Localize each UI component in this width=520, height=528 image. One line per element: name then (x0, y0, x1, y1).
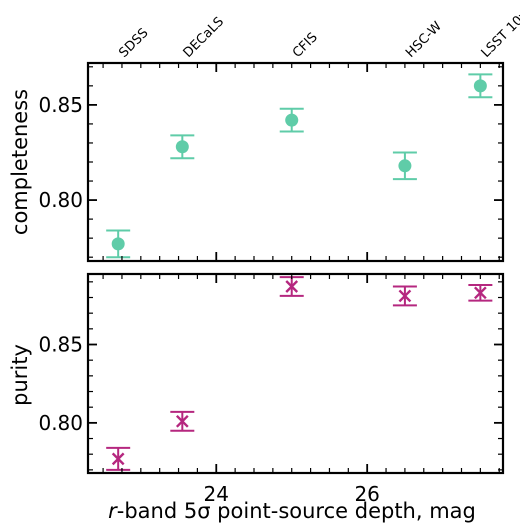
purity-x-tick-label: 26 (354, 482, 379, 506)
completeness-data-point (279, 107, 304, 133)
completeness-marker (285, 113, 299, 127)
completeness-marks (106, 73, 493, 259)
completeness-data-point (392, 151, 417, 181)
completeness-marker (175, 140, 189, 154)
purity-data-point (170, 410, 195, 432)
completeness-plot-frame (86, 61, 505, 263)
completeness-marker (398, 159, 412, 173)
purity-marks (106, 276, 493, 471)
purity-marker (111, 452, 125, 466)
purity-marker (175, 414, 189, 428)
completeness-data-point (468, 73, 493, 99)
completeness-y-tick-label: 0.80 (38, 188, 83, 212)
x-axis-label-rest: -band 5σ point-source depth, mag (117, 499, 476, 523)
purity-data-point (468, 283, 493, 302)
survey-label: HSC-W (403, 19, 445, 61)
completeness-ticks: 0.80 0.85 (38, 63, 503, 261)
completeness-marker (111, 237, 125, 251)
purity-ticks: 0.80 0.85 24 26 (38, 274, 503, 506)
purity-y-tick-label: 0.80 (38, 411, 83, 435)
completeness-marker (473, 79, 487, 93)
x-axis-label: r-band 5σ point-source depth, mag (108, 499, 476, 523)
survey-labels: SDSS DECaLS CFIS HSC-W LSST 10y (116, 8, 520, 61)
purity-y-axis-label: purity (8, 344, 32, 406)
purity-panel: 0.80 0.85 24 26 purity r-band 5σ point-sour… (8, 272, 505, 523)
purity-data-point (279, 276, 304, 297)
purity-data-point (106, 446, 131, 471)
purity-marker (474, 286, 487, 300)
purity-plot-frame (86, 272, 505, 475)
completeness-y-axis-label: completeness (8, 89, 32, 235)
purity-y-tick-label: 0.85 (38, 333, 83, 357)
completeness-panel: 0.80 0.85 completeness SDSS DECaLS CFIS HSC-… (8, 8, 520, 263)
completeness-data-point (106, 229, 131, 259)
completeness-y-tick-label: 0.85 (38, 93, 83, 117)
purity-x-tick-label: 24 (204, 482, 229, 506)
survey-label: DECaLS (181, 14, 228, 61)
purity-marker (285, 280, 299, 293)
purity-data-point (392, 285, 417, 307)
x-axis-label-italic: r (108, 499, 118, 523)
survey-label: LSST 10y (479, 8, 520, 61)
survey-label: CFIS (290, 30, 321, 61)
completeness-data-point (170, 134, 195, 160)
purity-marker (398, 289, 412, 303)
survey-label: SDSS (116, 26, 151, 61)
